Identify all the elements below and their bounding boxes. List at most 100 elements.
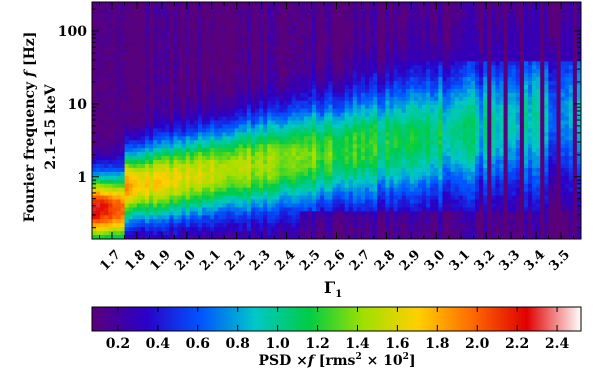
heatmap-cell xyxy=(381,69,386,74)
heatmap-cell xyxy=(165,13,171,19)
heatmap-cell xyxy=(316,219,321,224)
heatmap-cell xyxy=(238,53,244,58)
heatmap-cell xyxy=(275,73,281,78)
heatmap-cell xyxy=(389,195,395,201)
heatmap-cell xyxy=(369,17,374,23)
heatmap-cell xyxy=(255,160,260,165)
heatmap-cell xyxy=(336,77,342,82)
heatmap-cell xyxy=(193,104,199,110)
heatmap-cell xyxy=(307,215,313,220)
heatmap-cell xyxy=(426,108,431,114)
heatmap-cell xyxy=(149,53,154,58)
heatmap-cell xyxy=(197,25,203,31)
heatmap-cell xyxy=(210,207,215,212)
heatmap-cell xyxy=(348,231,354,236)
heatmap-cell xyxy=(324,61,329,66)
heatmap-cell xyxy=(246,136,252,141)
heatmap-cell xyxy=(140,235,146,239)
heatmap-cell xyxy=(413,21,419,27)
heatmap-cell xyxy=(426,219,431,224)
heatmap-cell xyxy=(295,199,301,205)
heatmap-cell xyxy=(226,77,232,82)
heatmap-cell xyxy=(312,231,317,236)
heatmap-cell xyxy=(177,116,183,122)
heatmap-cell xyxy=(365,45,370,50)
heatmap-cell xyxy=(275,45,281,50)
heatmap-cell xyxy=(426,84,431,90)
heatmap-cell xyxy=(312,29,317,35)
heatmap-cell xyxy=(189,219,195,224)
heatmap-cell xyxy=(104,179,109,185)
heatmap-cell xyxy=(332,167,338,173)
heatmap-cell xyxy=(136,73,142,78)
heatmap-cell xyxy=(328,29,334,35)
heatmap-cell xyxy=(197,49,203,54)
heatmap-cell xyxy=(136,84,142,90)
heatmap-cell xyxy=(202,171,207,177)
heatmap-cell xyxy=(189,84,195,90)
heatmap-cell xyxy=(360,104,366,110)
heatmap-cell xyxy=(108,5,113,11)
heatmap-cell xyxy=(189,116,195,122)
heatmap-cell xyxy=(189,37,195,43)
heatmap-cell xyxy=(303,128,309,133)
heatmap-cell xyxy=(181,33,187,39)
heatmap-cell xyxy=(336,17,342,23)
heatmap-cell xyxy=(401,41,407,47)
heatmap-cell xyxy=(344,171,350,177)
heatmap-cell xyxy=(132,96,138,102)
heatmap-cell xyxy=(153,199,158,205)
heatmap-cell xyxy=(287,152,293,157)
heatmap-cell xyxy=(356,132,362,137)
heatmap-cell xyxy=(197,199,203,205)
heatmap-cell xyxy=(320,73,325,78)
heatmap-cell xyxy=(373,140,378,145)
heatmap-cell xyxy=(218,92,223,98)
heatmap-cell xyxy=(401,175,407,181)
heatmap-cell xyxy=(401,231,407,236)
heatmap-cell xyxy=(206,5,211,11)
heatmap-cell xyxy=(226,191,232,197)
heatmap-cell xyxy=(92,175,97,181)
heatmap-cell xyxy=(250,41,256,47)
heatmap-cell xyxy=(193,199,199,205)
heatmap-cell xyxy=(96,160,101,165)
heatmap-cell xyxy=(120,45,126,50)
heatmap-cell xyxy=(397,235,403,239)
heatmap-cell xyxy=(365,219,370,224)
heatmap-cell xyxy=(360,61,366,66)
heatmap-cell xyxy=(279,152,285,157)
heatmap-cell xyxy=(185,235,191,239)
heatmap-cell xyxy=(189,163,195,169)
heatmap-cell xyxy=(381,179,386,185)
heatmap-cell xyxy=(250,84,256,90)
heatmap-cell xyxy=(328,37,334,43)
heatmap-cell xyxy=(312,199,317,205)
heatmap-cell xyxy=(287,100,293,106)
heatmap-cell xyxy=(157,140,162,145)
heatmap-cell xyxy=(149,33,154,39)
heatmap-cell xyxy=(96,191,101,197)
heatmap-cell xyxy=(202,49,207,54)
heatmap-cell xyxy=(385,84,391,90)
heatmap-cell xyxy=(149,73,154,78)
heatmap-cell xyxy=(340,77,346,82)
heatmap-cell xyxy=(377,235,382,239)
heatmap-cell xyxy=(413,140,419,145)
heatmap-cell xyxy=(324,144,329,149)
heatmap-cell xyxy=(356,148,362,153)
heatmap-cell xyxy=(193,171,199,177)
heatmap-cell xyxy=(352,104,358,110)
heatmap-cell xyxy=(140,21,146,27)
heatmap-cell xyxy=(226,171,232,177)
heatmap-cell xyxy=(320,77,325,82)
heatmap-cell xyxy=(100,21,105,27)
heatmap-cell xyxy=(153,81,158,86)
heatmap-cell xyxy=(128,187,134,193)
heatmap-cell xyxy=(136,21,142,27)
heatmap-cell xyxy=(373,152,378,157)
heatmap-cell xyxy=(418,17,423,23)
heatmap-cell xyxy=(426,227,431,232)
heatmap-cell xyxy=(177,37,183,43)
heatmap-cell xyxy=(169,77,175,82)
